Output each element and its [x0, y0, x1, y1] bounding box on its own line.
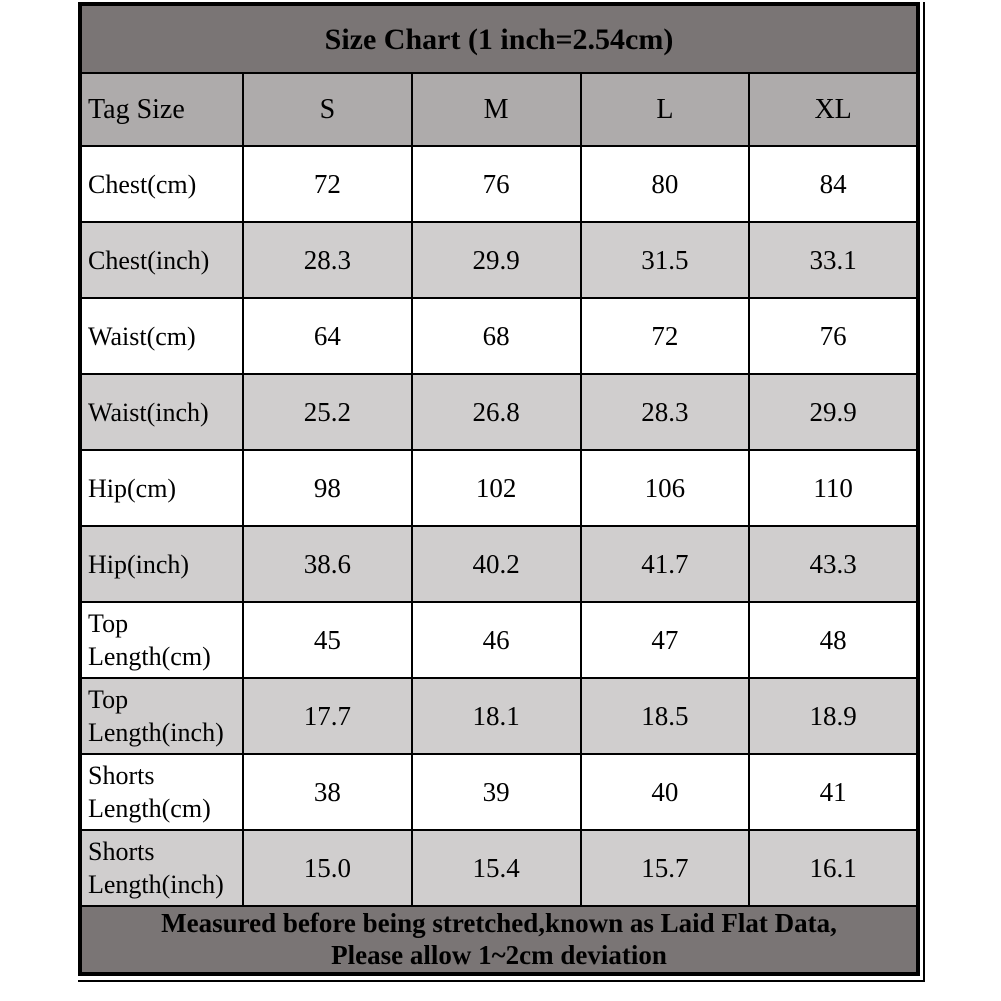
row-label-cell: Waist(inch) [79, 373, 244, 451]
value-cell: 102 [410, 449, 582, 527]
footer-row: Measured before being stretched,known as… [79, 905, 919, 975]
row-label-cell: Top Length(cm) [79, 601, 244, 679]
value-cell: 29.9 [748, 373, 919, 451]
size-column-header: S [242, 72, 413, 147]
value-cell: 40.2 [410, 525, 582, 603]
value-cell: 41.7 [579, 525, 751, 603]
table-row: Waist(cm) 64 68 72 76 [79, 297, 919, 375]
footer-note-line2: Please allow 1~2cm deviation [331, 940, 667, 970]
value-cell: 33.1 [748, 221, 919, 299]
value-cell: 18.1 [410, 677, 582, 755]
footer-note-line1: Measured before being stretched,known as… [161, 908, 837, 938]
value-cell: 40 [579, 753, 751, 831]
footer-note: Measured before being stretched,known as… [79, 905, 919, 975]
chart-title: Size Chart (1 inch=2.54cm) [79, 3, 919, 74]
value-cell: 41 [748, 753, 919, 831]
table-row: Top Length(cm) 45 46 47 48 [79, 601, 919, 679]
value-cell: 98 [242, 449, 413, 527]
value-cell: 28.3 [242, 221, 413, 299]
value-cell: 43.3 [748, 525, 919, 603]
value-cell: 31.5 [579, 221, 751, 299]
table-row: Chest(inch) 28.3 29.9 31.5 33.1 [79, 221, 919, 299]
row-label-cell: Top Length(inch) [79, 677, 244, 755]
size-column-header: L [579, 72, 751, 147]
value-cell: 106 [579, 449, 751, 527]
size-column-header: XL [748, 72, 919, 147]
table-row: Hip(inch) 38.6 40.2 41.7 43.3 [79, 525, 919, 603]
value-cell: 45 [242, 601, 413, 679]
value-cell: 18.9 [748, 677, 919, 755]
value-cell: 72 [579, 297, 751, 375]
value-cell: 26.8 [410, 373, 582, 451]
value-cell: 28.3 [579, 373, 751, 451]
value-cell: 17.7 [242, 677, 413, 755]
row-label-cell: Waist(cm) [79, 297, 244, 375]
value-cell: 84 [748, 145, 919, 223]
value-cell: 38.6 [242, 525, 413, 603]
value-cell: 38 [242, 753, 413, 831]
size-column-header: M [410, 72, 582, 147]
value-cell: 64 [242, 297, 413, 375]
value-cell: 72 [242, 145, 413, 223]
row-label-cell: Shorts Length(cm) [79, 753, 244, 831]
title-row: Size Chart (1 inch=2.54cm) [79, 3, 919, 74]
value-cell: 76 [410, 145, 582, 223]
table-row: Waist(inch) 25.2 26.8 28.3 29.9 [79, 373, 919, 451]
value-cell: 68 [410, 297, 582, 375]
value-cell: 76 [748, 297, 919, 375]
row-label-cell: Chest(cm) [79, 145, 244, 223]
value-cell: 39 [410, 753, 582, 831]
table-row: Shorts Length(cm) 38 39 40 41 [79, 753, 919, 831]
value-cell: 29.9 [410, 221, 582, 299]
table-row: Shorts Length(inch) 15.0 15.4 15.7 16.1 [79, 829, 919, 907]
table-frame: Size Chart (1 inch=2.54cm) Tag Size S M L XL… [78, 2, 925, 982]
size-chart-table: Size Chart (1 inch=2.54cm) Tag Size S M L XL… [78, 2, 920, 976]
value-cell: 46 [410, 601, 582, 679]
value-cell: 16.1 [748, 829, 919, 907]
row-label-cell: Shorts Length(inch) [79, 829, 244, 907]
row-label-cell: Chest(inch) [79, 221, 244, 299]
value-cell: 15.7 [579, 829, 751, 907]
value-cell: 15.0 [242, 829, 413, 907]
header-row: Tag Size S M L XL [79, 72, 919, 147]
value-cell: 25.2 [242, 373, 413, 451]
row-label-cell: Hip(cm) [79, 449, 244, 527]
value-cell: 47 [579, 601, 751, 679]
value-cell: 18.5 [579, 677, 751, 755]
value-cell: 80 [579, 145, 751, 223]
tag-size-header-cell: Tag Size [79, 72, 244, 147]
row-label-cell: Hip(inch) [79, 525, 244, 603]
table-row: Chest(cm) 72 76 80 84 [79, 145, 919, 223]
table-row: Top Length(inch) 17.7 18.1 18.5 18.9 [79, 677, 919, 755]
value-cell: 15.4 [410, 829, 582, 907]
value-cell: 110 [748, 449, 919, 527]
table-row: Hip(cm) 98 102 106 110 [79, 449, 919, 527]
value-cell: 48 [748, 601, 919, 679]
